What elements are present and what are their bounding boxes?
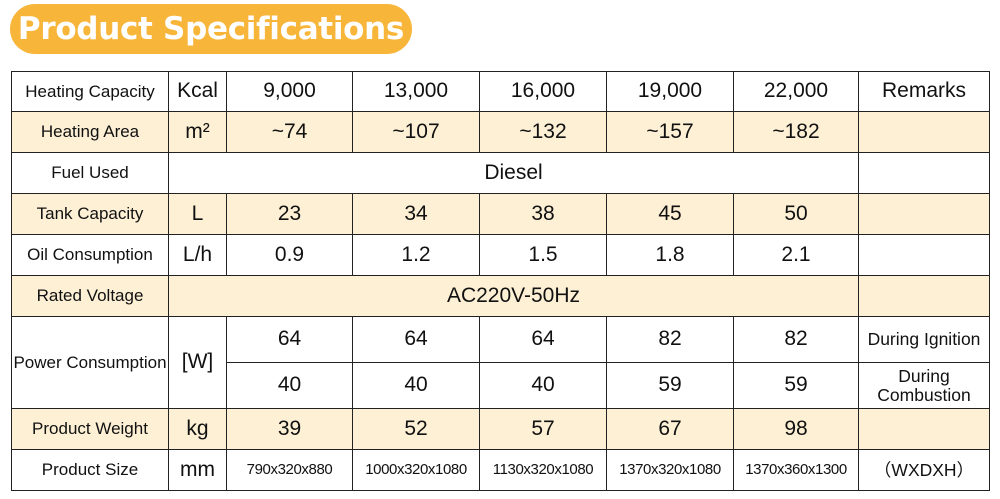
table-cell: 57 (479, 408, 607, 450)
table-cell: 82 (606, 316, 734, 363)
table-row-oil-consumption: Oil Consumption L/h 0.9 1.2 1.5 1.8 2.1 (11, 234, 990, 276)
remark-cell (858, 234, 990, 276)
table-cell: 59 (606, 362, 734, 409)
table-cell: 59 (733, 362, 859, 409)
table-cell: 82 (733, 316, 859, 363)
table-cell: 1.8 (606, 234, 734, 276)
table-cell: 790x320x880 (226, 449, 353, 491)
row-label: Rated Voltage (11, 275, 169, 317)
table-cell: 2.1 (733, 234, 859, 276)
remark-cell (858, 408, 990, 450)
table-cell: 38 (479, 193, 607, 235)
row-label: Product Weight (11, 408, 169, 450)
row-label: Oil Consumption (11, 234, 169, 276)
table-cell: 45 (606, 193, 734, 235)
column-header: 9,000 (226, 71, 353, 112)
table-row-power-ignition: Power Consumption [W] 64 64 64 82 82 Dur… (11, 316, 990, 409)
page-title: Product Specifications (10, 4, 412, 54)
remark-cell (858, 152, 990, 194)
row-unit: kg (168, 408, 227, 450)
row-unit: m² (168, 111, 227, 153)
table-row-fuel-used: Fuel Used Diesel (11, 152, 990, 194)
row-label: Heating Capacity (11, 71, 169, 112)
table-cell: 40 (352, 362, 480, 409)
row-unit: L (168, 193, 227, 235)
row-label: Heating Area (11, 111, 169, 153)
remark-cell (858, 275, 990, 317)
table-row-product-weight: Product Weight kg 39 52 57 67 98 (11, 408, 990, 450)
row-unit: [W] (168, 316, 227, 409)
column-header: 16,000 (479, 71, 607, 112)
table-cell: 52 (352, 408, 480, 450)
table-cell: ~107 (352, 111, 480, 153)
table-cell: 64 (352, 316, 480, 363)
table-row-product-size: Product Size mm 790x320x880 1000x320x108… (11, 449, 990, 491)
row-label: Power Consumption (11, 316, 169, 409)
table-cell: 1370x320x1080 (606, 449, 734, 491)
table-cell: 40 (479, 362, 607, 409)
table-cell: 1130x320x1080 (479, 449, 607, 491)
remarks-header: Remarks (858, 71, 990, 112)
column-header: 19,000 (606, 71, 734, 112)
table-cell: 40 (226, 362, 353, 409)
row-unit: L/h (168, 234, 227, 276)
table-row-power-combustion: 40 40 40 59 59 During Combustion (12, 362, 990, 409)
table-cell: 67 (606, 408, 734, 450)
remark-cell (858, 111, 990, 153)
table-cell: 23 (226, 193, 353, 235)
table-cell: 64 (226, 316, 353, 363)
remark-cell: During Ignition (858, 316, 990, 363)
remark-cell: During Combustion (858, 362, 990, 409)
remark-cell (858, 193, 990, 235)
table-row-heating-capacity: Heating Capacity Kcal 9,000 13,000 16,00… (11, 71, 990, 112)
column-header: 22,000 (733, 71, 859, 112)
column-header: 13,000 (352, 71, 480, 112)
table-cell: ~157 (606, 111, 734, 153)
table-cell: 1.2 (352, 234, 480, 276)
table-cell: ~182 (733, 111, 859, 153)
table-cell: 34 (352, 193, 480, 235)
merged-value-cell: Diesel (168, 152, 859, 194)
merged-value-cell: AC220V-50Hz (168, 275, 859, 317)
table-cell: ~74 (226, 111, 353, 153)
row-label: Tank Capacity (11, 193, 169, 235)
table-row-tank-capacity: Tank Capacity L 23 34 38 45 50 (11, 193, 990, 235)
table-row-heating-area: Heating Area m² ~74 ~107 ~132 ~157 ~182 (11, 111, 990, 153)
table-cell: 1.5 (479, 234, 607, 276)
table-cell: 50 (733, 193, 859, 235)
table-cell: 0.9 (226, 234, 353, 276)
table-cell: 98 (733, 408, 859, 450)
table-cell: 64 (479, 316, 607, 363)
table-cell: 1000x320x1080 (352, 449, 480, 491)
row-label: Fuel Used (11, 152, 169, 194)
table-row-rated-voltage: Rated Voltage AC220V-50Hz (11, 275, 990, 317)
table-cell: ~132 (479, 111, 607, 153)
specifications-table: Heating Capacity Kcal 9,000 13,000 16,00… (11, 71, 990, 491)
row-label: Product Size (11, 449, 169, 491)
table-cell: 39 (226, 408, 353, 450)
row-unit: mm (168, 449, 227, 491)
table-cell: 1370x360x1300 (733, 449, 859, 491)
row-unit: Kcal (168, 71, 227, 112)
remark-cell: （WXDXH） (858, 449, 990, 491)
